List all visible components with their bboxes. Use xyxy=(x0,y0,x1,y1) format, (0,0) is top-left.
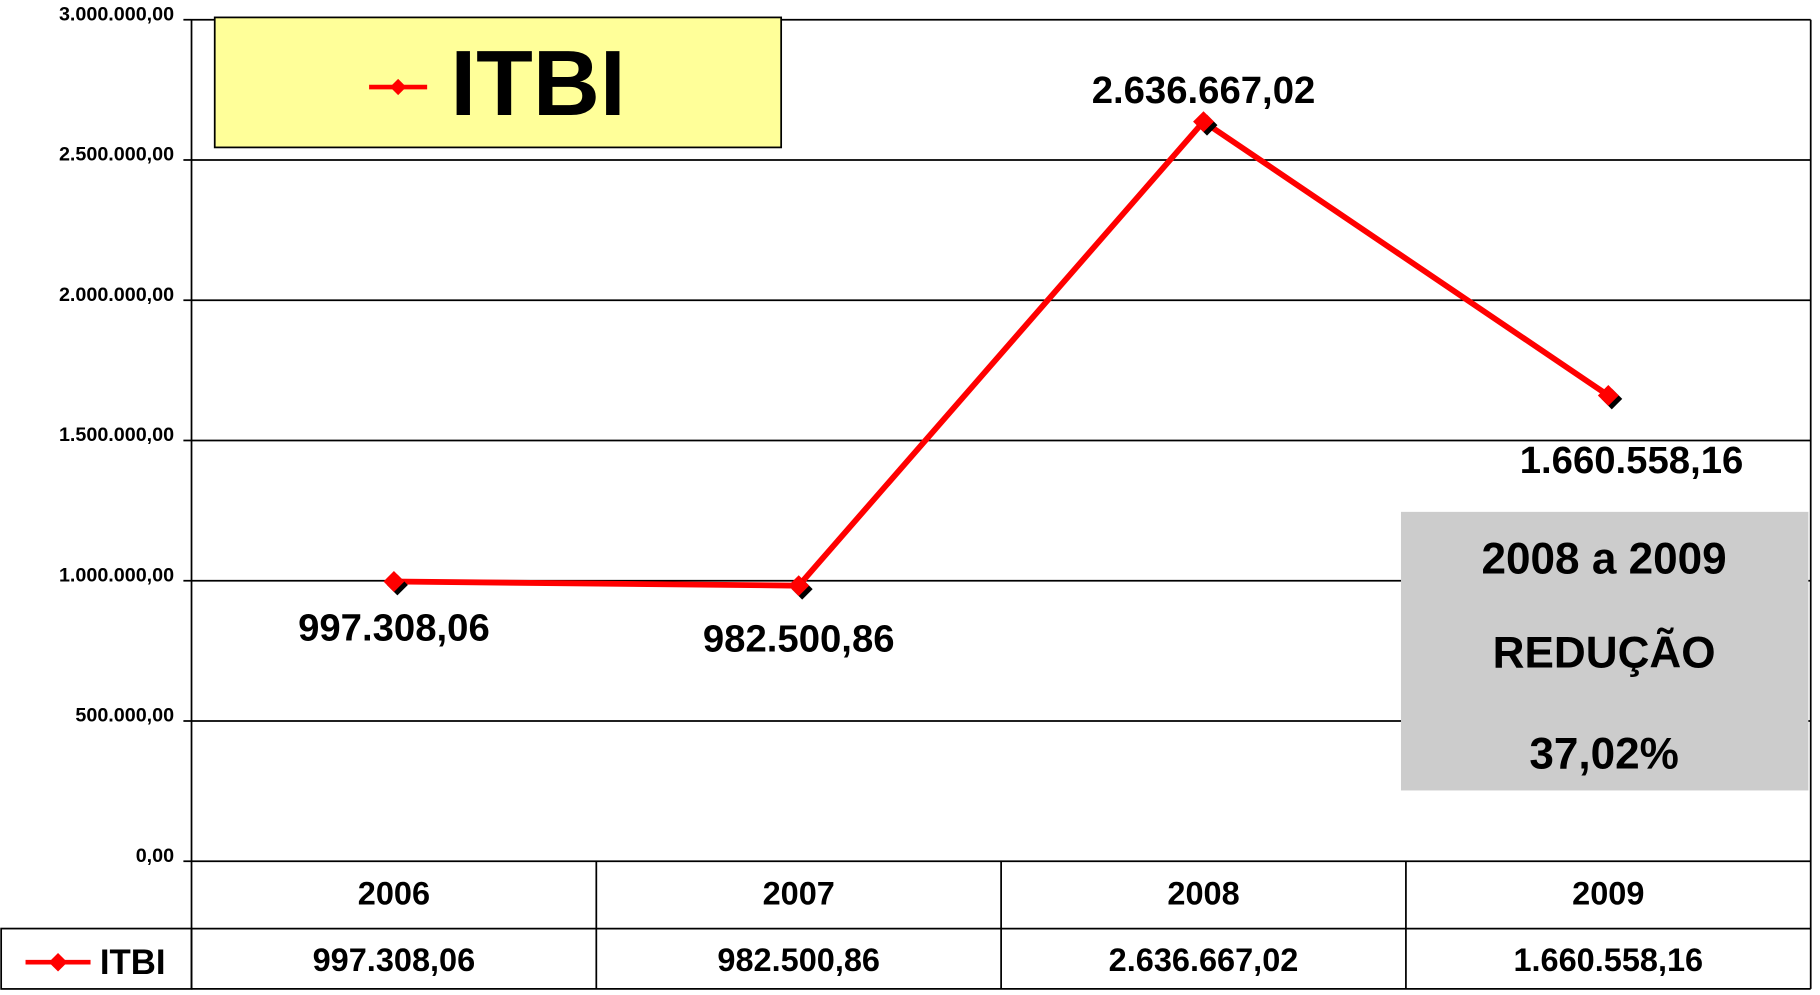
line xyxy=(393,117,1610,589)
table-value: 997.308,06 xyxy=(313,942,476,978)
y-tick-label: 1.000.000,00 xyxy=(59,564,174,586)
table-value: 1.660.558,16 xyxy=(1513,942,1703,978)
x-tick-label: 2007 xyxy=(763,876,835,912)
y-tick-label: 0,00 xyxy=(136,845,174,867)
y-tick-label: 500.000,00 xyxy=(75,705,174,727)
table-value: 2.636.667,02 xyxy=(1109,942,1299,978)
legend-box xyxy=(213,16,783,149)
annotation-text: REDUÇÃO xyxy=(1493,627,1716,677)
marker xyxy=(1597,385,1619,406)
x-tick-label: 2008 xyxy=(1167,876,1239,912)
y-tick-label: 3.000.000,00 xyxy=(59,3,174,25)
marker xyxy=(383,571,405,592)
legend-label: ITBI xyxy=(450,31,625,135)
chart-area: 0,00 500.000,00 1.000.000,00 1.500.000,00 2.… xyxy=(0,3,1812,990)
data-label: 982.500,86 xyxy=(703,617,895,660)
data-label: 997.308,06 xyxy=(298,606,490,649)
data-label: 1.660.558,16 xyxy=(1520,439,1744,482)
marker xyxy=(788,575,810,597)
y-tick-label: 2.500.000,00 xyxy=(59,144,174,166)
x-tick-label: 2009 xyxy=(1572,876,1644,912)
table-legend-marker xyxy=(48,952,68,972)
x-tick-label: 2006 xyxy=(358,876,430,912)
annotation-text: 2008 a 2009 xyxy=(1481,534,1726,583)
table-series-name: ITBI xyxy=(100,943,166,982)
y-tick-label: 1.500.000,00 xyxy=(59,424,174,446)
annotation-text: 37,02% xyxy=(1529,729,1679,778)
table-value: 982.500,86 xyxy=(717,942,880,978)
y-tick-label: 2.000.000,00 xyxy=(59,284,174,306)
table-legend-cell xyxy=(0,927,193,990)
marker xyxy=(1193,111,1214,133)
data-label: 2.636.667,02 xyxy=(1092,69,1316,112)
annotation-box xyxy=(1400,511,1809,791)
